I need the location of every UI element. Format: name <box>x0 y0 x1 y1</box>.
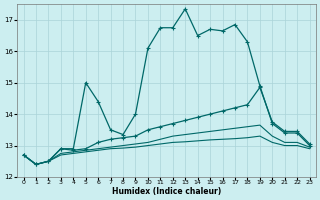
X-axis label: Humidex (Indice chaleur): Humidex (Indice chaleur) <box>112 187 221 196</box>
